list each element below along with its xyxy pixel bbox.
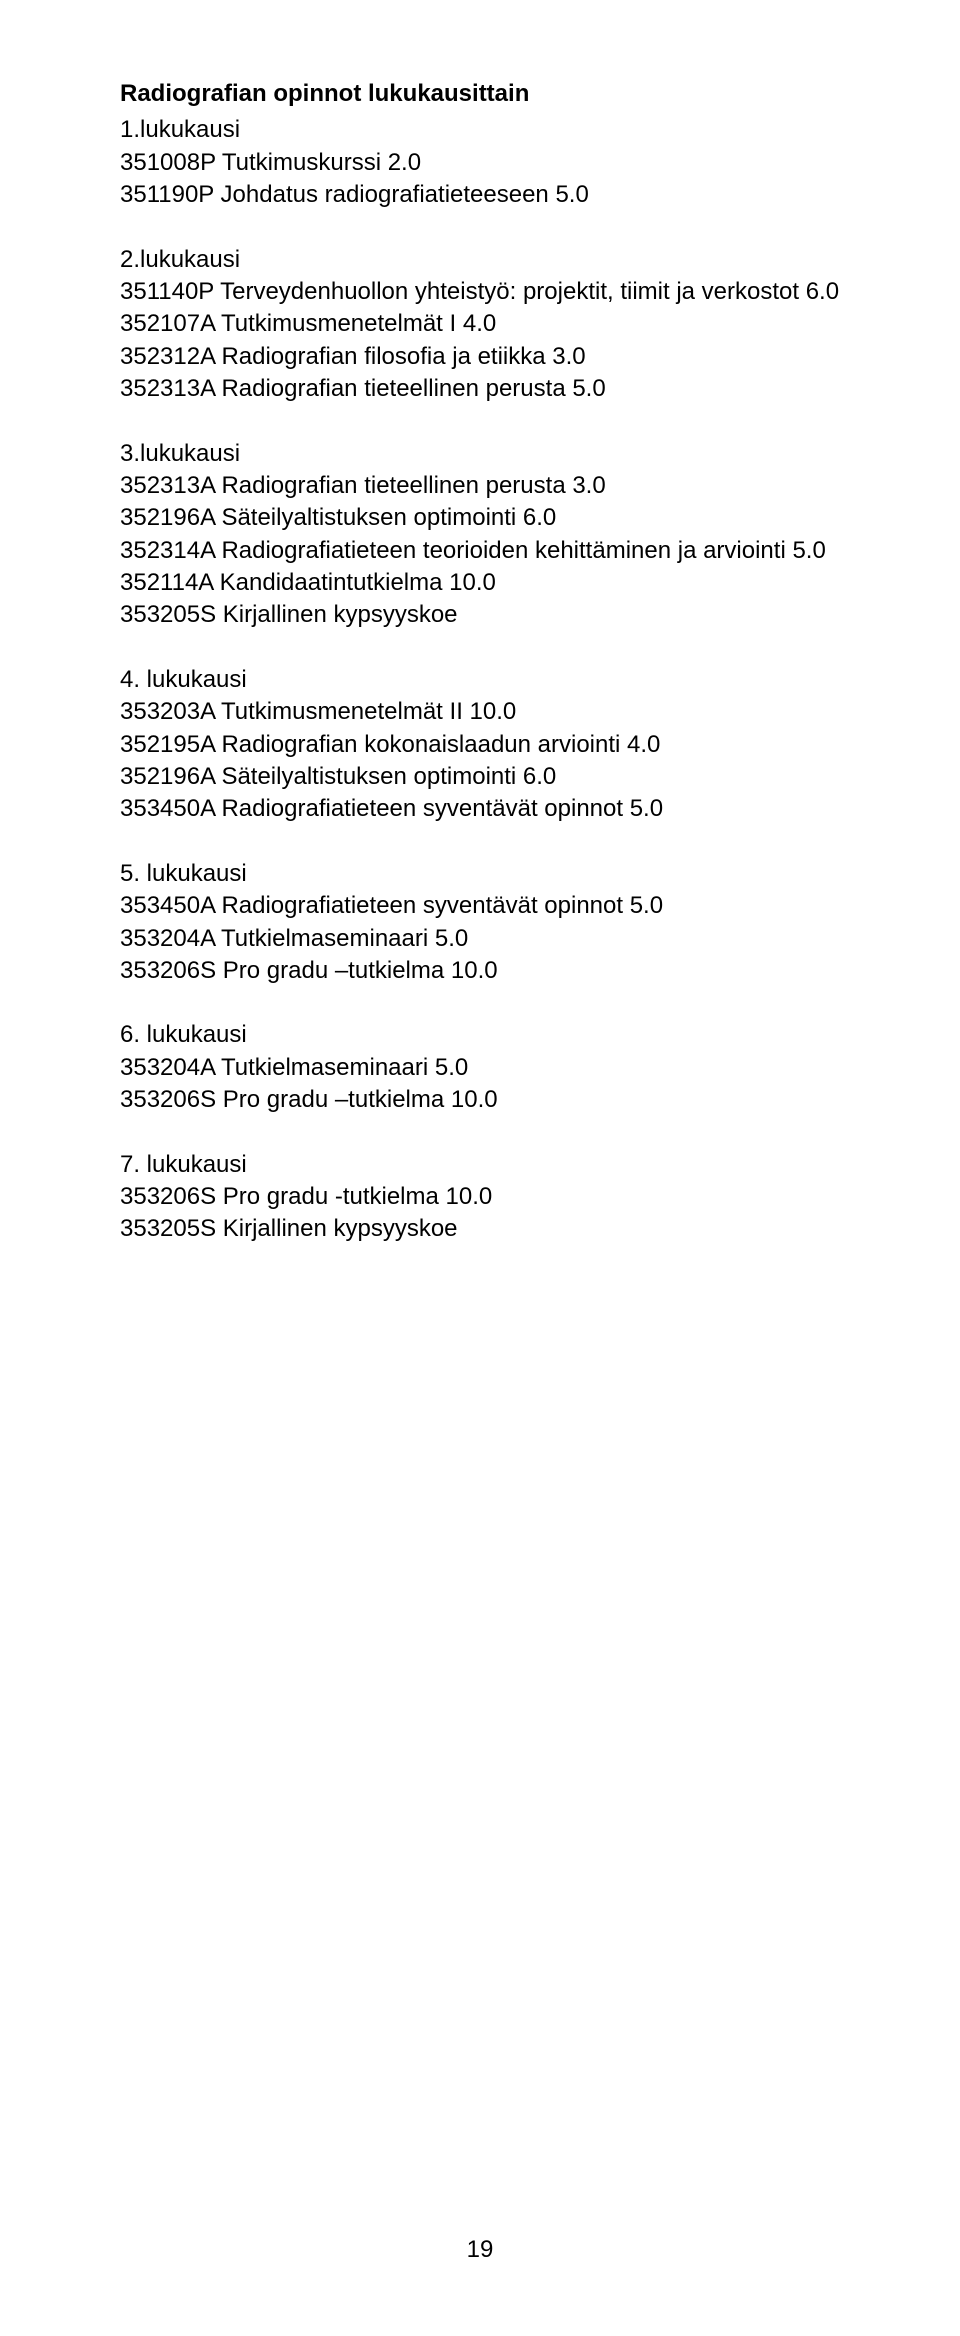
- course-line: 353204A Tutkielmaseminaari 5.0: [120, 1052, 840, 1084]
- course-line: 353204A Tutkielmaseminaari 5.0: [120, 923, 840, 955]
- section-6: 6. lukukausi 353204A Tutkielmaseminaari …: [120, 1019, 840, 1116]
- course-line: 352196A Säteilyaltistuksen optimointi 6.…: [120, 761, 840, 793]
- course-line: 353206S Pro gradu –tutkielma 10.0: [120, 1084, 840, 1116]
- course-line: 352114A Kandidaatintutkielma 10.0: [120, 567, 840, 599]
- course-line: 353203A Tutkimusmenetelmät II 10.0: [120, 696, 840, 728]
- course-line: 352195A Radiografian kokonaislaadun arvi…: [120, 729, 840, 761]
- section-7-heading: 7. lukukausi: [120, 1149, 840, 1181]
- course-line: 352313A Radiografian tieteellinen perust…: [120, 373, 840, 405]
- section-3-heading: 3.lukukausi: [120, 438, 840, 470]
- page-title: Radiografian opinnot lukukausittain: [120, 78, 840, 110]
- section-2-heading: 2.lukukausi: [120, 244, 840, 276]
- section-1-heading: 1.lukukausi: [120, 114, 840, 146]
- course-line: 352314A Radiografiatieteen teorioiden ke…: [120, 535, 840, 567]
- section-4-heading: 4. lukukausi: [120, 664, 840, 696]
- course-line: 352313A Radiografian tieteellinen perust…: [120, 470, 840, 502]
- course-line: 353206S Pro gradu –tutkielma 10.0: [120, 955, 840, 987]
- course-line: 352107A Tutkimusmenetelmät I 4.0: [120, 308, 840, 340]
- course-line: 352196A Säteilyaltistuksen optimointi 6.…: [120, 502, 840, 534]
- course-line: 353205S Kirjallinen kypsyyskoe: [120, 599, 840, 631]
- course-line: 353450A Radiografiatieteen syventävät op…: [120, 793, 840, 825]
- section-3: 3.lukukausi 352313A Radiografian tieteel…: [120, 438, 840, 632]
- section-5-heading: 5. lukukausi: [120, 858, 840, 890]
- page: Radiografian opinnot lukukausittain 1.lu…: [0, 0, 960, 2336]
- section-2: 2.lukukausi 351140P Terveydenhuollon yht…: [120, 244, 840, 406]
- course-line: 353450A Radiografiatieteen syventävät op…: [120, 890, 840, 922]
- course-line: 351008P Tutkimuskurssi 2.0: [120, 147, 840, 179]
- course-line: 351190P Johdatus radiografiatieteeseen 5…: [120, 179, 840, 211]
- section-7: 7. lukukausi 353206S Pro gradu -tutkielm…: [120, 1149, 840, 1246]
- section-6-heading: 6. lukukausi: [120, 1019, 840, 1051]
- course-line: 351140P Terveydenhuollon yhteistyö: proj…: [120, 276, 840, 308]
- section-4: 4. lukukausi 353203A Tutkimusmenetelmät …: [120, 664, 840, 826]
- course-line: 352312A Radiografian filosofia ja etiikk…: [120, 341, 840, 373]
- page-number: 19: [0, 2236, 960, 2264]
- course-line: 353205S Kirjallinen kypsyyskoe: [120, 1213, 840, 1245]
- section-5: 5. lukukausi 353450A Radiografiatieteen …: [120, 858, 840, 988]
- course-line: 353206S Pro gradu -tutkielma 10.0: [120, 1181, 840, 1213]
- section-1: 1.lukukausi 351008P Tutkimuskurssi 2.0 3…: [120, 114, 840, 211]
